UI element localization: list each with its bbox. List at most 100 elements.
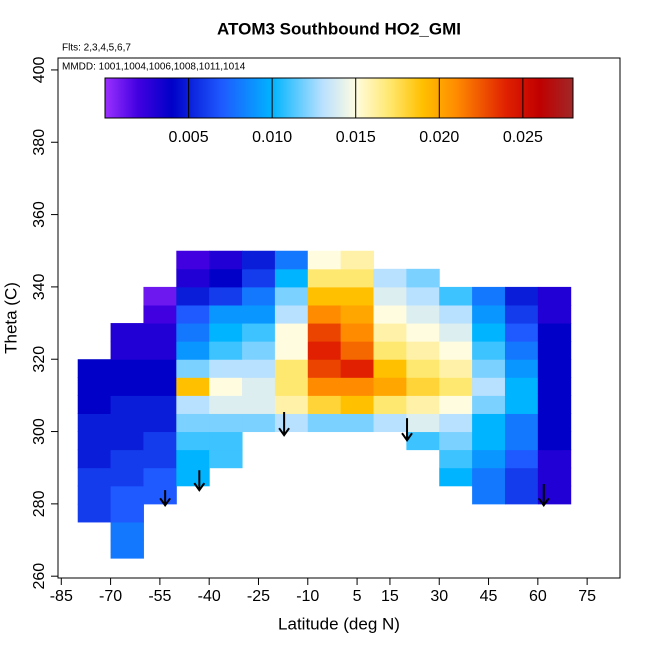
heat-cell [472,286,506,306]
heat-cell [242,286,276,306]
heat-cell [77,395,112,414]
heat-cell [274,377,309,396]
heat-cell [406,268,440,288]
heat-cell [472,449,506,469]
arrow-head [401,432,413,442]
heat-cell [504,304,539,324]
heat-cell [504,377,539,396]
heat-cell [77,413,112,433]
heat-cell [209,395,243,414]
heat-cell [537,304,572,324]
heat-cell [143,467,177,487]
heat-cell [373,304,407,324]
colorbar-tick-label: 0.015 [336,129,376,146]
heat-cell [307,413,342,433]
heat-cell [176,467,210,487]
heat-cell [242,377,276,396]
heat-cell [242,323,276,342]
heat-cell [472,377,506,396]
plot-frame [57,57,621,579]
arrow-head [537,497,550,508]
heat-cell [340,377,375,396]
heat-cell [307,359,342,378]
heat-cell [439,467,473,487]
heat-cell [504,413,539,433]
x-tick-label: 30 [430,588,448,605]
heat-cell [340,359,375,378]
heat-cell [274,395,309,414]
heat-cell [274,250,309,270]
heat-cell [242,395,276,414]
heat-cell [242,268,276,288]
heat-cell [472,395,506,414]
heat-cell [274,268,309,288]
x-tick-label: -85 [50,588,73,605]
heat-cell [504,431,539,451]
heat-cell [242,250,276,270]
heat-cell [242,359,276,378]
heat-cell [439,395,473,414]
heat-cell [472,304,506,324]
heat-cell [406,395,440,414]
heat-cell [110,377,144,396]
heat-cell [209,431,243,451]
heat-cell [77,431,112,451]
heat-cell [504,485,539,505]
heat-cell [307,395,342,414]
x-axis-label: Latitude (deg N) [278,614,400,633]
y-axis-label: Theta (C) [1,282,20,354]
arrow-head [278,427,290,437]
y-tick-label: 280 [31,490,48,517]
heat-cell [504,395,539,414]
heat-cell [537,485,572,505]
heat-cell [537,467,572,487]
heat-cell [439,286,473,306]
heat-cell [242,341,276,360]
heat-cell [77,503,112,523]
x-tick-label: 75 [578,588,596,605]
heat-cell [439,359,473,378]
heat-cell [209,359,243,378]
heat-cell [373,359,407,378]
heat-cell [77,449,112,469]
y-tick-label: 340 [31,273,48,300]
heat-cell [176,286,210,306]
heat-cell [340,286,375,306]
heat-cell [307,286,342,306]
heat-cell [439,413,473,433]
y-tick-label: 400 [31,56,48,83]
heat-cell [176,323,210,342]
heat-cell [373,341,407,360]
heat-cell [176,268,210,288]
heat-cell [209,286,243,306]
heat-cell [504,449,539,469]
heat-cell [406,359,440,378]
heat-cell [143,485,177,505]
heat-cell [439,377,473,396]
heat-cell [209,323,243,342]
heat-cell [537,377,572,396]
heat-cell [439,341,473,360]
heat-cell [176,413,210,433]
heat-cell [373,323,407,342]
heat-cell [209,341,243,360]
y-tick-label: 300 [31,418,48,445]
heat-cell [143,431,177,451]
heat-cell [110,323,144,342]
y-tick-label: 360 [31,201,48,228]
heat-cell [439,304,473,324]
annotation: MMDD: 1001,1004,1006,1008,1011,1014 [62,62,246,73]
heat-cell [504,286,539,306]
x-tick-label: -40 [198,588,221,605]
heat-cell [406,323,440,342]
heat-cell [176,377,210,396]
x-tick-label: 15 [381,588,399,605]
heat-cell [340,341,375,360]
heat-cell [274,341,309,360]
colorbar-tick-label: 0.010 [252,129,292,146]
heat-cell [110,413,144,433]
heat-cell [307,268,342,288]
heat-cell [504,359,539,378]
heat-cell [143,286,177,306]
